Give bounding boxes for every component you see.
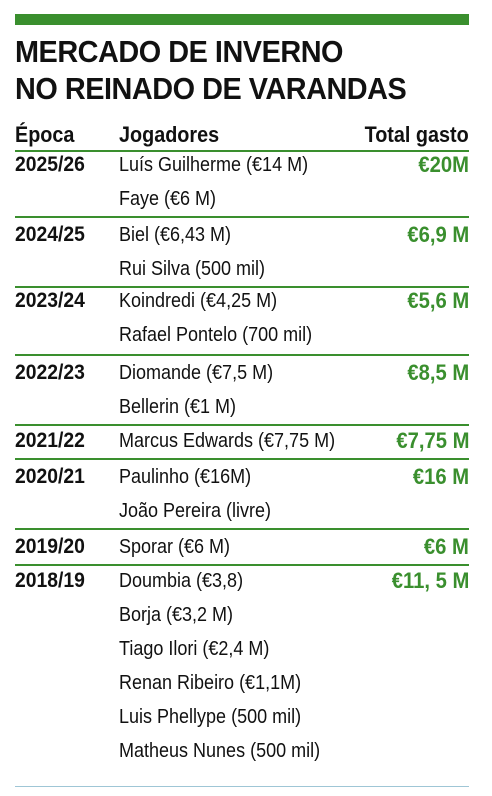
- row-players: Marcus Edwards (€7,75 M): [119, 424, 359, 458]
- player: Biel (€6,43 M): [119, 224, 232, 246]
- divider: [15, 354, 469, 356]
- player: Marcus Edwards (€7,75 M): [119, 430, 336, 452]
- divider: [15, 564, 469, 566]
- row-total: €5,6 M: [407, 288, 469, 313]
- divider: [15, 528, 469, 530]
- player: João Pereira (livre): [119, 500, 272, 522]
- title-line-1: MERCADO DE INVERNO: [15, 34, 344, 69]
- header-season: Época: [15, 122, 75, 147]
- player: Rui Silva (500 mil): [119, 258, 266, 280]
- divider: [15, 424, 469, 426]
- player: Faye (€6 M): [119, 188, 217, 210]
- bottom-divider: [15, 786, 469, 787]
- player: Doumbia (€3,8): [119, 570, 244, 592]
- row-season: 2022/23: [15, 361, 85, 384]
- row-total: €6,9 M: [407, 222, 469, 247]
- player: Borja (€3,2 M): [119, 604, 234, 626]
- row-season: 2023/24: [15, 289, 85, 312]
- divider: [15, 216, 469, 218]
- top-accent-bar: [15, 14, 469, 25]
- player: Luís Guilherme (€14 M): [119, 154, 309, 176]
- divider: [15, 150, 469, 152]
- row-total: €7,75 M: [395, 428, 469, 453]
- header-total: Total gasto: [364, 122, 469, 147]
- row-season: 2025/26: [15, 153, 85, 176]
- row-players: Biel (€6,43 M) Rui Silva (500 mil): [119, 218, 281, 286]
- row-total: €20M: [418, 152, 469, 177]
- page-title: MERCADO DE INVERNO NO REINADO DE VARANDA…: [15, 33, 443, 107]
- player: Renan Ribeiro (€1,1M): [119, 672, 302, 694]
- player: Sporar (€6 M): [119, 536, 231, 558]
- player: Koindredi (€4,25 M): [119, 290, 278, 312]
- player: Matheus Nunes (500 mil): [119, 740, 321, 762]
- row-total: €16 M: [412, 464, 469, 489]
- row-players: Diomande (€7,5 M) Bellerin (€1 M): [119, 356, 290, 424]
- row-season: 2024/25: [15, 223, 85, 246]
- table-header: Época Jogadores Total gasto: [15, 118, 469, 152]
- row-players: Luís Guilherme (€14 M) Faye (€6 M): [119, 148, 329, 216]
- player: Tiago Ilori (€2,4 M): [119, 638, 270, 660]
- row-season: 2018/19: [15, 569, 85, 592]
- player: Rafael Pontelo (700 mil): [119, 324, 313, 346]
- row-season: 2021/22: [15, 429, 85, 452]
- title-line-2: NO REINADO DE VARANDAS: [15, 71, 407, 106]
- player: Luis Phellype (500 mil): [119, 706, 302, 728]
- divider: [15, 286, 469, 288]
- row-players: Koindredi (€4,25 M) Rafael Pontelo (700 …: [119, 284, 334, 352]
- row-total: €8,5 M: [407, 360, 469, 385]
- player: Paulinho (€16M): [119, 466, 252, 488]
- row-season: 2020/21: [15, 465, 85, 488]
- header-players: Jogadores: [119, 122, 220, 147]
- row-season: 2019/20: [15, 535, 85, 558]
- row-players: Paulinho (€16M) João Pereira (livre): [119, 460, 288, 528]
- row-players: Sporar (€6 M): [119, 530, 242, 564]
- row-total: €6 M: [423, 534, 469, 559]
- player: Bellerin (€1 M): [119, 396, 237, 418]
- row-players: Doumbia (€3,8) Borja (€3,2 M) Tiago Ilor…: [119, 564, 342, 768]
- player: Diomande (€7,5 M): [119, 362, 274, 384]
- divider: [15, 458, 469, 460]
- row-total: €11, 5 M: [391, 568, 469, 593]
